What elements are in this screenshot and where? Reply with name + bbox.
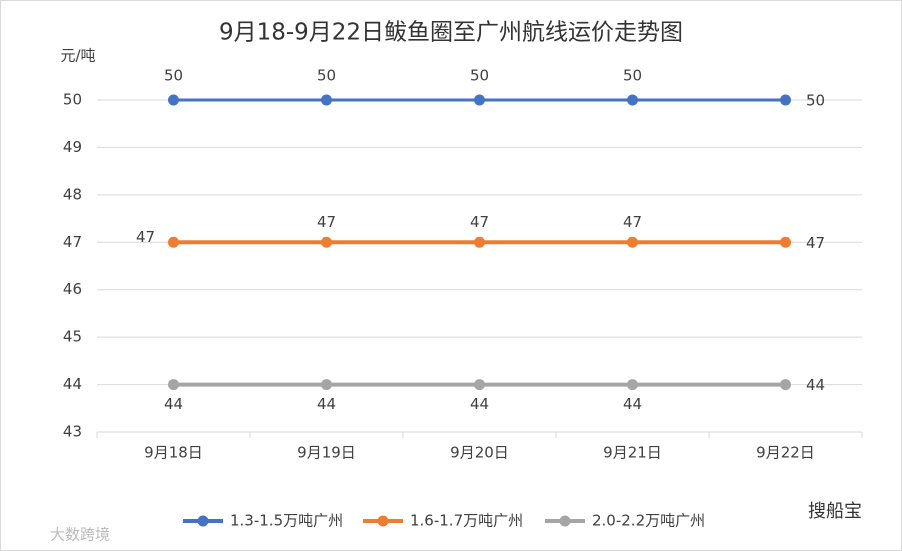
- data-point: [780, 379, 791, 391]
- x-tick-label: 9月18日: [144, 444, 203, 462]
- data-point: [321, 379, 332, 391]
- data-point: [627, 236, 638, 248]
- data-point: [780, 94, 791, 106]
- data-label: 47: [317, 213, 336, 231]
- data-point: [474, 379, 485, 391]
- y-tick-label: 43: [63, 423, 82, 441]
- x-tick-label: 9月20日: [450, 444, 509, 462]
- chart-title: 9月18-9月22日鲅鱼圈至广州航线运价走势图: [219, 20, 683, 46]
- data-point: [168, 236, 179, 248]
- legend-marker: [377, 515, 389, 527]
- legend-label: 1.6-1.7万吨广州: [410, 512, 523, 530]
- data-point: [321, 236, 332, 248]
- y-tick-label: 50: [63, 91, 82, 109]
- data-label: 50: [806, 92, 825, 110]
- data-point: [321, 94, 332, 106]
- data-label: 44: [806, 376, 825, 394]
- data-label: 47: [470, 213, 489, 231]
- data-label: 44: [623, 395, 642, 413]
- data-label: 47: [623, 213, 642, 231]
- x-tick-label: 9月21日: [603, 444, 662, 462]
- data-label: 44: [470, 395, 489, 413]
- data-point: [474, 94, 485, 106]
- y-tick-label: 48: [63, 185, 82, 203]
- x-tick-label: 9月19日: [297, 444, 356, 462]
- data-label: 44: [317, 395, 336, 413]
- y-tick-label: 46: [63, 280, 82, 298]
- data-label: 47: [806, 234, 825, 252]
- data-label: 50: [623, 67, 642, 85]
- y-tick-label: 49: [63, 138, 82, 156]
- data-point: [627, 379, 638, 391]
- legend-label: 2.0-2.2万吨广州: [592, 512, 705, 530]
- y-tick-label: 44: [63, 375, 82, 393]
- data-point: [627, 94, 638, 106]
- data-point: [474, 236, 485, 248]
- y-axis-label: 元/吨: [60, 47, 95, 65]
- y-tick-label: 47: [63, 233, 82, 251]
- x-tick-label: 9月22日: [756, 444, 815, 462]
- legend-marker: [197, 515, 209, 527]
- watermark: 搜船宝: [808, 501, 862, 522]
- data-label: 50: [164, 67, 183, 85]
- data-point: [780, 236, 791, 248]
- legend-label: 1.3-1.5万吨广州: [230, 512, 343, 530]
- data-label: 50: [470, 67, 489, 85]
- legend-marker: [559, 515, 571, 527]
- data-label: 50: [317, 67, 336, 85]
- data-label: 44: [164, 395, 183, 413]
- data-label: 47: [136, 228, 155, 246]
- data-point: [168, 94, 179, 106]
- watermark: 大数跨境: [50, 526, 110, 544]
- data-point: [168, 379, 179, 391]
- y-tick-label: 45: [63, 328, 82, 346]
